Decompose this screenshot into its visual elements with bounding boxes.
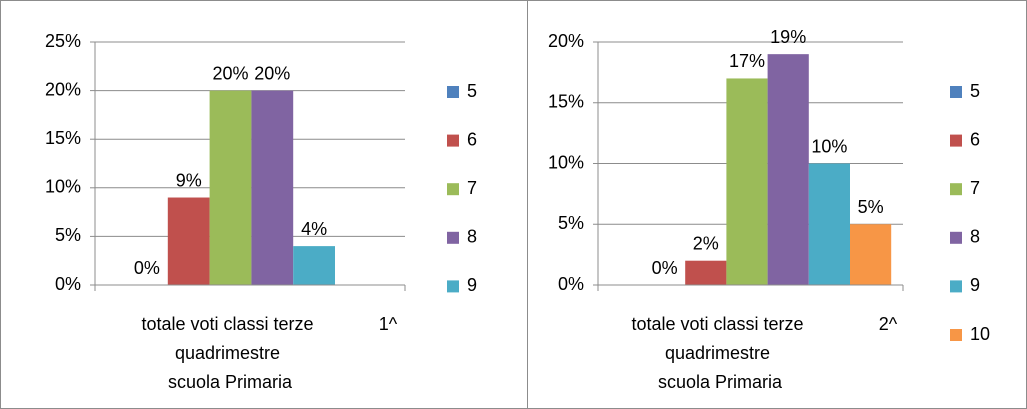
- legend-swatch: [950, 183, 962, 196]
- value-label: 20%: [254, 63, 290, 83]
- y-tick-label: 0%: [558, 274, 584, 294]
- y-tick-label: 10%: [45, 177, 81, 197]
- legend-label: 7: [970, 178, 980, 198]
- legend-swatch: [447, 183, 459, 196]
- y-tick-label: 15%: [548, 92, 584, 112]
- legend-label: 9: [970, 275, 980, 295]
- legend-label: 6: [970, 129, 980, 149]
- bar: [167, 197, 210, 285]
- value-label: 0%: [134, 258, 160, 278]
- legend-swatch: [447, 280, 459, 293]
- value-label: 20%: [212, 63, 248, 83]
- x-tick-label: totale voti classi terze quadrimestre sc…: [631, 314, 808, 392]
- y-tick-label: 25%: [45, 31, 81, 51]
- y-tick-label: 20%: [45, 79, 81, 99]
- y-tick-label: 15%: [45, 128, 81, 148]
- y-tick-label: 5%: [558, 213, 584, 233]
- legend-swatch: [950, 134, 962, 147]
- legend-swatch: [447, 86, 459, 98]
- value-label: 9%: [176, 170, 202, 190]
- legend-label: 8: [970, 227, 980, 247]
- value-label: 4%: [301, 219, 327, 239]
- x-tick-label-line: quadrimestre: [665, 343, 775, 363]
- value-label: 10%: [811, 136, 847, 156]
- legend-label: 10: [970, 324, 990, 344]
- annotation: 1^: [379, 314, 398, 334]
- legend-swatch: [950, 280, 962, 293]
- legend-label: 8: [467, 227, 477, 247]
- annotation: 2^: [879, 314, 898, 334]
- y-tick-label: 10%: [548, 152, 584, 172]
- legend-swatch: [950, 231, 962, 244]
- bar: [685, 260, 727, 285]
- legend-swatch: [447, 231, 459, 244]
- bar: [808, 163, 850, 285]
- bar: [767, 54, 809, 286]
- x-tick-label-line: quadrimestre: [175, 343, 285, 363]
- y-tick-label: 5%: [55, 225, 81, 245]
- bar: [293, 246, 335, 285]
- legend-swatch: [447, 134, 459, 147]
- value-label: 0%: [652, 258, 678, 278]
- legend-label: 6: [467, 129, 477, 149]
- legend-swatch: [950, 329, 962, 341]
- x-tick-label-line: totale voti classi terze: [631, 314, 808, 334]
- value-label: 5%: [858, 197, 884, 217]
- y-tick-label: 0%: [55, 274, 81, 294]
- legend-swatch: [950, 86, 962, 98]
- bar: [850, 224, 892, 285]
- value-label: 17%: [729, 51, 765, 71]
- legend-label: 7: [467, 178, 477, 198]
- bar: [251, 90, 294, 285]
- legend-label: 9: [467, 275, 477, 295]
- bar: [209, 90, 252, 285]
- bar: [726, 78, 768, 285]
- x-tick-label-line: scuola Primaria: [658, 372, 783, 392]
- x-tick-label: totale voti classi terze quadrimestre sc…: [141, 314, 318, 392]
- value-label: 19%: [770, 27, 806, 47]
- x-tick-label-line: totale voti classi terze: [141, 314, 318, 334]
- legend-label: 5: [970, 81, 980, 101]
- value-label: 2%: [693, 233, 719, 253]
- legend-label: 5: [467, 81, 477, 101]
- y-tick-label: 20%: [548, 31, 584, 51]
- x-tick-label-line: scuola Primaria: [168, 372, 293, 392]
